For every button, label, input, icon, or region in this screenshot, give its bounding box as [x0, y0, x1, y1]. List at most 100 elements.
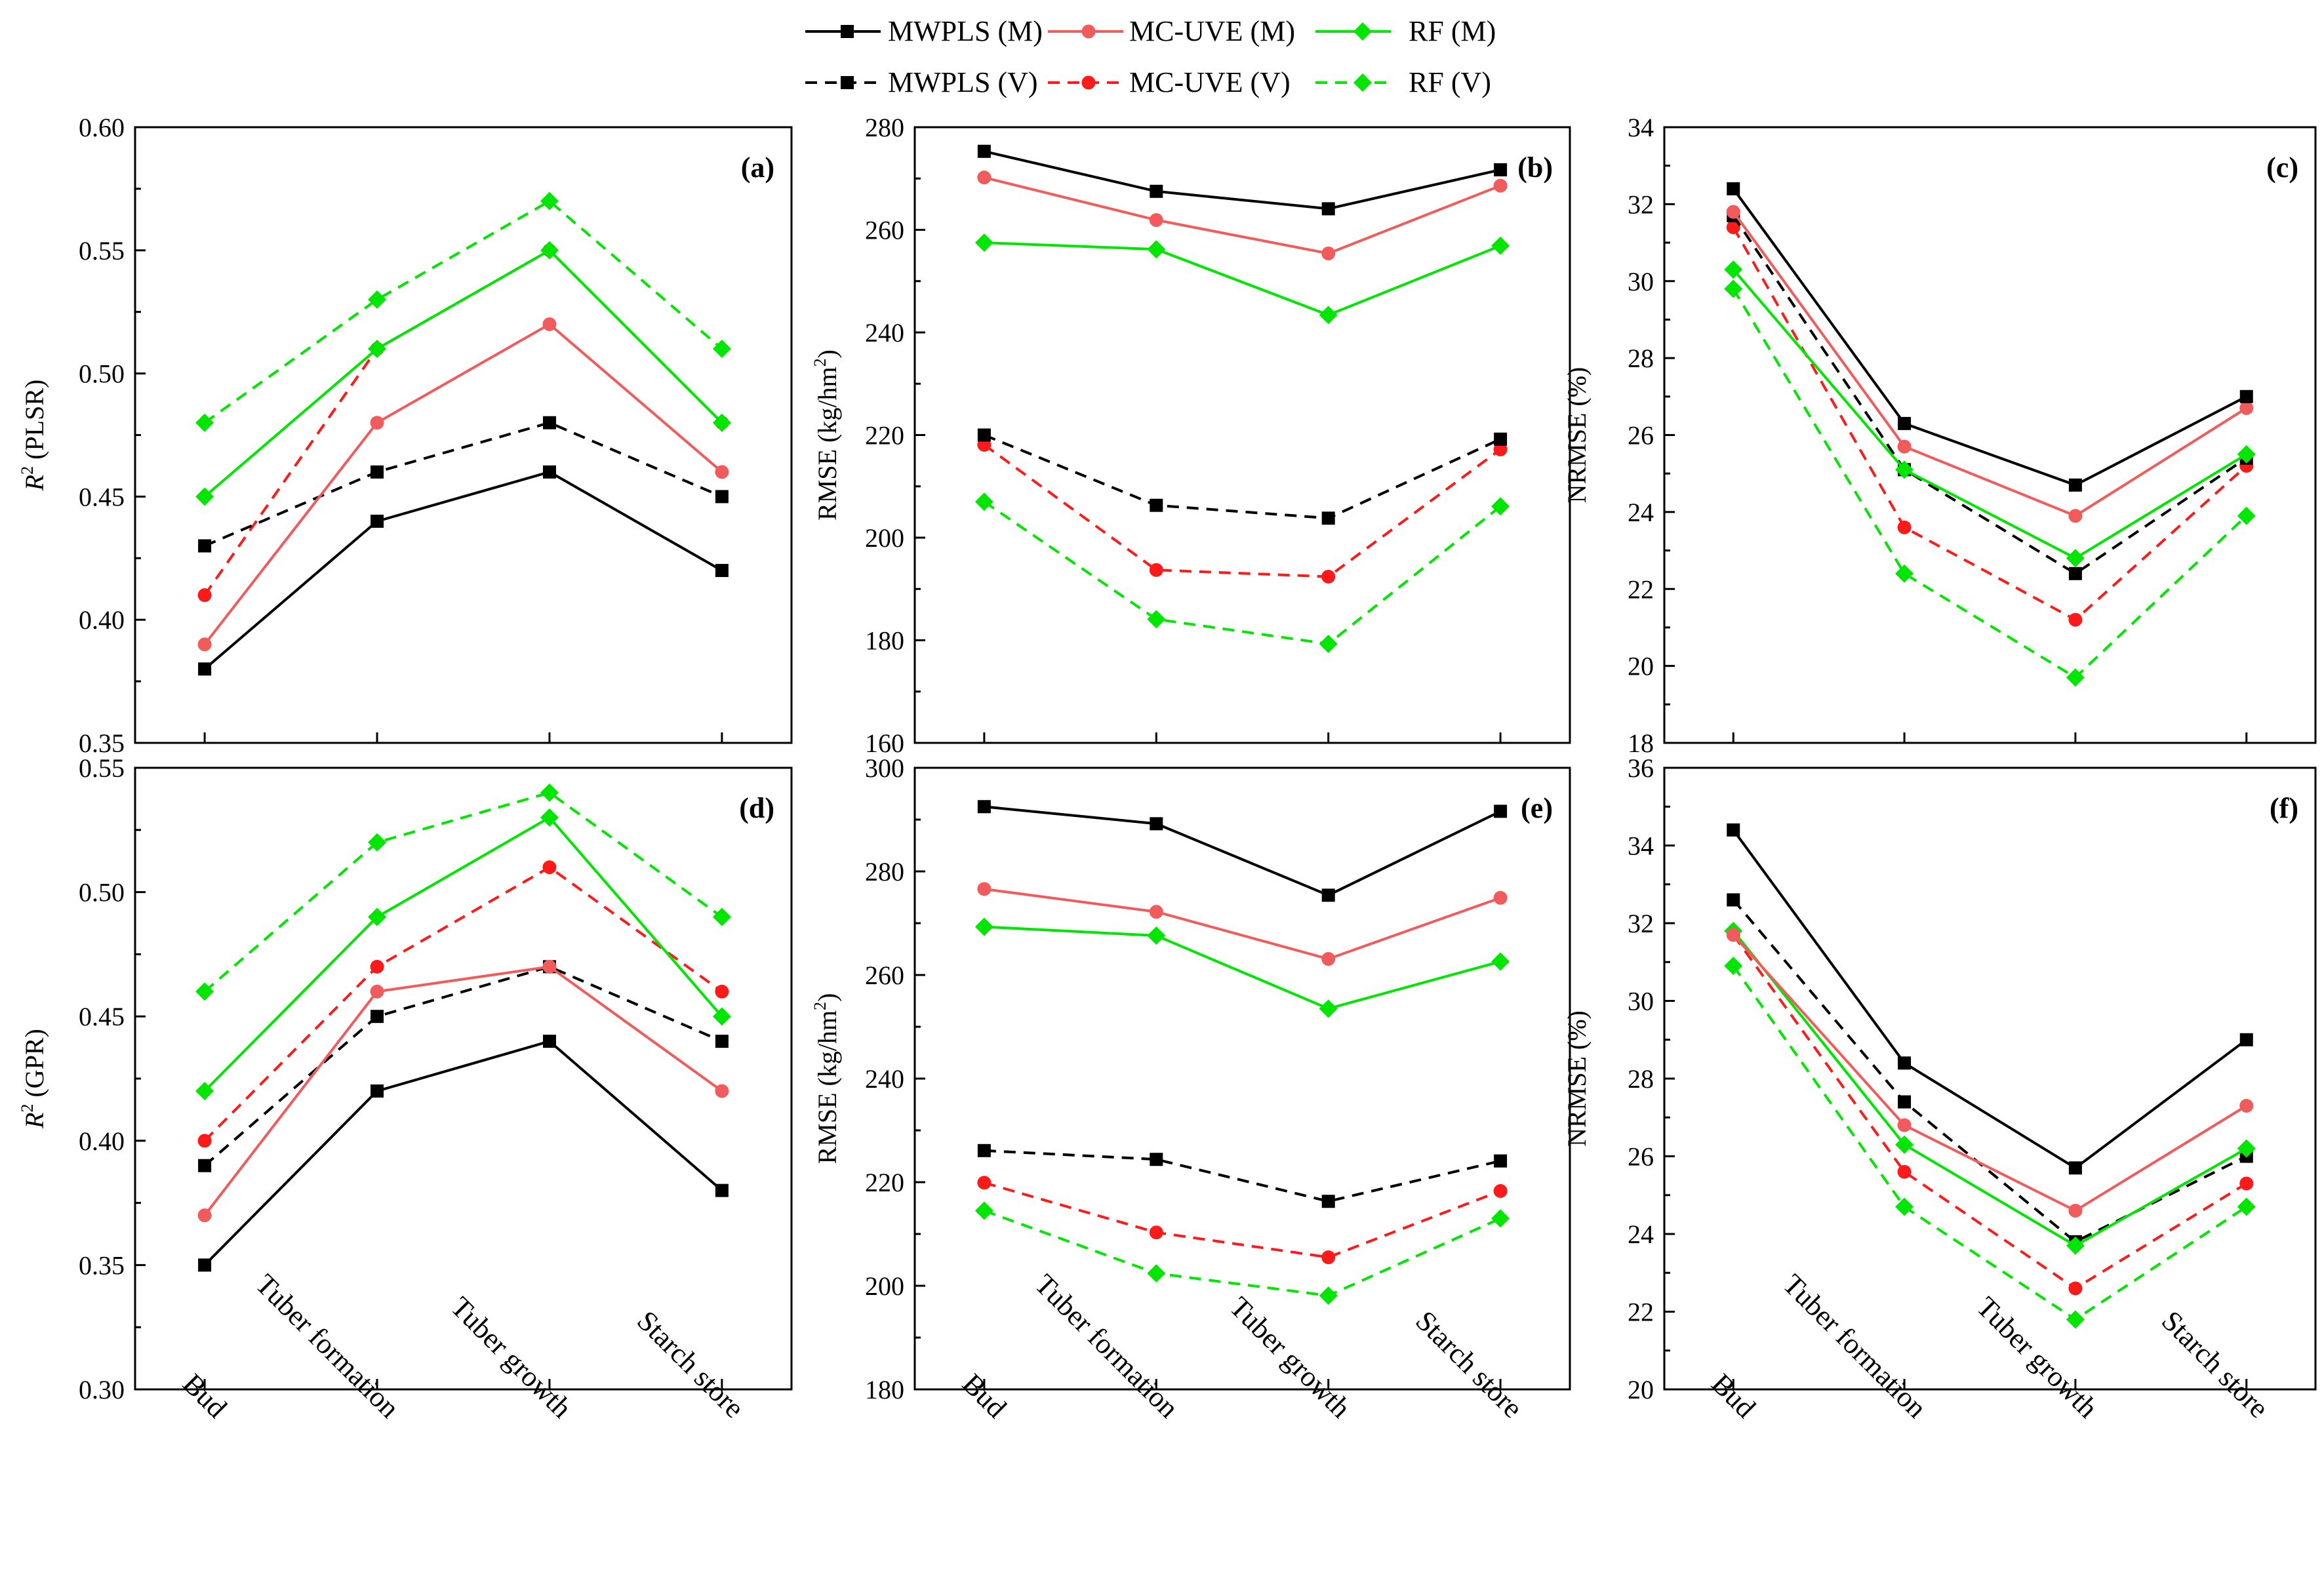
data-point	[974, 1201, 993, 1220]
data-point	[2066, 1236, 2085, 1255]
legend: MWPLS (M) MC-UVE (M) RF (M) MWPLS (V) MC-UVE…	[805, 15, 1496, 98]
legend-label: RF (V)	[1409, 66, 1491, 98]
data-point	[370, 416, 384, 430]
legend-marker	[1353, 73, 1372, 92]
data-point	[974, 492, 993, 511]
data-point	[1724, 279, 1743, 298]
data-point	[1147, 610, 1166, 629]
data-point	[198, 1159, 212, 1172]
data-point	[1898, 416, 1912, 430]
y-axis-label-rest: (PLSR)	[20, 380, 49, 466]
y-axis-label-main: NRMSE (%)	[1562, 367, 1592, 504]
series-line	[984, 149, 1501, 210]
legend-label: MC-UVE (M)	[1129, 15, 1295, 47]
legend-marker	[1081, 24, 1096, 39]
data-point	[540, 191, 559, 210]
y-axis-label-rest: )	[812, 349, 842, 358]
panel-tag: (e)	[1521, 792, 1553, 824]
y-axis-label: RMSE (kg/hm2)	[811, 993, 842, 1164]
y-tick-label: 0.40	[79, 605, 125, 635]
y-tick-label: 280	[865, 113, 904, 142]
series	[195, 241, 731, 506]
data-point	[1726, 205, 1740, 219]
y-tick-label: 0.35	[79, 728, 125, 758]
y-tick-label: 32	[1628, 909, 1654, 938]
data-point	[1319, 999, 1338, 1018]
series-line	[203, 470, 723, 670]
panel-tag: (d)	[739, 792, 774, 824]
series	[1727, 823, 2253, 1175]
series-line	[1732, 214, 2247, 576]
data-point	[1727, 823, 1740, 837]
data-point	[368, 833, 387, 852]
y-axis-label-sup: 2	[811, 358, 830, 367]
data-point	[977, 1176, 992, 1190]
data-point	[542, 860, 557, 875]
y-tick-label: 20	[1628, 1375, 1654, 1404]
data-point	[715, 490, 729, 504]
y-axis-label-sup: 2	[18, 1104, 37, 1113]
x-tick-label: Bud	[1705, 1368, 1762, 1425]
series-line	[1732, 226, 2248, 622]
series	[1724, 957, 2256, 1329]
data-point	[1321, 202, 1335, 216]
series-line	[203, 199, 723, 424]
series-line	[203, 249, 723, 498]
y-axis-label: R2 (PLSR)	[18, 380, 49, 492]
y-axis-label-main: R	[20, 475, 49, 491]
data-point	[198, 539, 212, 553]
data-point	[371, 465, 384, 479]
y-tick-label: 160	[865, 728, 904, 758]
series-line	[1732, 965, 2247, 1321]
data-point	[1897, 439, 1912, 454]
data-point	[1895, 1197, 1914, 1216]
data-point	[977, 428, 991, 442]
x-tick-label: Tuber growth	[1971, 1290, 2104, 1424]
y-axis-label-main: R	[20, 1113, 49, 1129]
data-point	[977, 144, 991, 158]
data-point	[542, 1035, 556, 1048]
data-point	[1150, 498, 1163, 512]
y-axis-label-rest: (GPR)	[20, 1029, 49, 1104]
data-point	[1150, 817, 1163, 831]
x-tick-label: Tuber formation	[1776, 1268, 1933, 1424]
data-point	[977, 882, 992, 896]
y-tick-label: 180	[865, 626, 904, 656]
y-tick-label: 0.50	[79, 359, 125, 389]
series-line	[983, 443, 1502, 578]
data-point	[195, 982, 214, 1001]
data-point	[198, 662, 212, 676]
series	[977, 428, 1508, 525]
y-tick-label: 240	[865, 318, 904, 348]
data-point	[1726, 928, 1740, 942]
data-point	[715, 984, 729, 999]
y-tick-label: 22	[1628, 574, 1654, 604]
data-point	[1493, 442, 1508, 456]
series	[1724, 260, 2256, 568]
data-point	[540, 241, 559, 260]
data-point	[2239, 401, 2254, 415]
data-point	[198, 1258, 212, 1272]
data-point	[1491, 1209, 1510, 1228]
y-tick-label: 280	[865, 857, 904, 886]
y-tick-label: 260	[865, 961, 904, 990]
x-tick-label: Tuber growth	[1224, 1290, 1357, 1424]
y-tick-label: 34	[1628, 831, 1654, 861]
series-line	[1732, 288, 2248, 679]
panel-tag: (c)	[2266, 151, 2298, 184]
series	[977, 437, 1508, 584]
data-point	[2068, 478, 2082, 492]
chart-panel: 20 22 24 26 28 30 32 34 36 NRMSE (%) Bud Tuber form…	[1562, 753, 2317, 1425]
data-point	[1493, 890, 1508, 905]
x-tick-label: Starch store	[1409, 1305, 1529, 1424]
data-point	[1491, 952, 1510, 971]
data-point	[1321, 569, 1336, 584]
y-tick-label: 240	[865, 1064, 904, 1094]
data-point	[197, 1208, 212, 1223]
data-point	[2239, 389, 2253, 403]
series	[195, 808, 731, 1100]
y-tick-label: 200	[865, 1271, 904, 1301]
series	[974, 233, 1510, 325]
x-tick-label: Bud	[176, 1368, 233, 1425]
y-tick-label: 36	[1628, 753, 1654, 783]
